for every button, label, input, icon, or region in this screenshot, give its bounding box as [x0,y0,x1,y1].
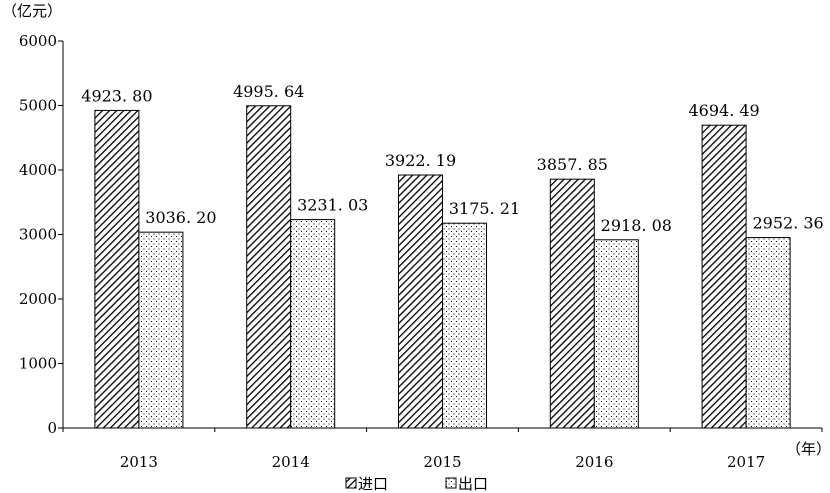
bar-export [290,219,336,429]
legend-swatch-export [445,477,457,489]
bar-import [246,105,292,429]
data-label: 4995. 64 [233,82,304,101]
x-tick-label: 2015 [423,453,461,471]
data-label: 4923. 80 [81,86,152,105]
y-tick-label: 5000 [19,97,57,115]
legend-label: 出口 [458,475,488,493]
y-tick-label: 6000 [19,32,57,50]
y-tick-label: 3000 [19,226,57,244]
bar-import [94,109,140,429]
y-tick-label: 1000 [19,355,57,373]
bar-export [442,222,487,429]
y-unit-label: （亿元） [2,2,62,20]
y-tick-label: 0 [47,419,57,437]
bar-export [593,239,639,429]
data-label: 2952. 36 [752,214,823,233]
x-tick-label: 2017 [727,453,765,471]
data-label: 3231. 03 [297,196,368,215]
legend-label: 进口 [358,475,388,493]
bar-import [701,124,747,429]
data-label: 3922. 19 [385,151,456,170]
x-tick-label: 2013 [120,453,158,471]
y-tick-label: 2000 [19,290,57,308]
bar-import [549,178,595,429]
data-label: 3175. 21 [449,199,520,218]
legend: 进口 出口 [345,475,488,493]
data-label: 2918. 08 [601,216,672,235]
bar-import [398,174,443,429]
x-unit-label: （年） [786,440,830,458]
data-label: 4694. 49 [688,101,759,120]
x-tick-label: 2016 [575,453,613,471]
axes: 0 1000 2000 3000 4000 5000 6000 2013 2014 2015 201… [19,32,823,471]
y-tick-label: 4000 [19,161,57,179]
bar-export [745,237,791,429]
data-label: 3857. 85 [537,155,608,174]
bars-group: 4923. 80 3036. 20 4995. 64 3231. 03 3922. 19… [81,82,824,429]
bar-export [138,231,184,429]
x-tick-label: 2014 [272,453,310,471]
data-label: 3036. 20 [145,208,216,227]
legend-swatch-import [345,477,357,489]
